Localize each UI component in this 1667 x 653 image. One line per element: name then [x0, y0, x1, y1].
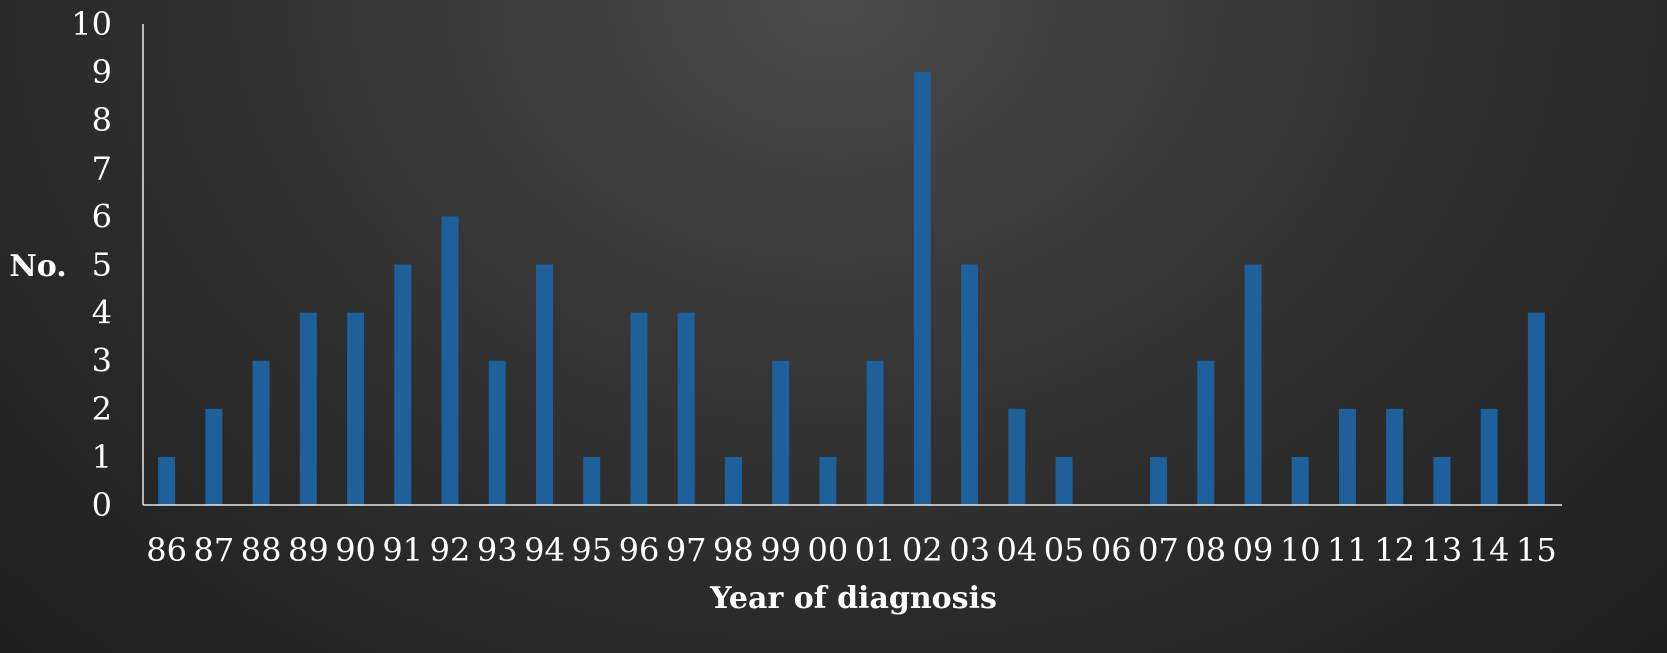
- x-tick-label: 12: [1374, 531, 1415, 569]
- bar-11: [1338, 408, 1356, 505]
- y-tick-label: 2: [92, 390, 112, 428]
- x-tick-label: 00: [808, 531, 849, 569]
- x-tick-label: 06: [1091, 531, 1132, 569]
- bar-10: [1291, 456, 1309, 505]
- x-tick-label: 88: [241, 531, 282, 569]
- x-tick-label: 94: [524, 531, 565, 569]
- x-tick-label: 09: [1233, 531, 1274, 569]
- x-tick-label: 97: [666, 531, 707, 569]
- x-tick-label: 96: [619, 531, 660, 569]
- bar-12: [1386, 408, 1404, 505]
- bar-99: [772, 360, 790, 505]
- bar-96: [630, 312, 648, 505]
- x-tick-label: 93: [477, 531, 518, 569]
- y-tick-label: 0: [92, 486, 112, 524]
- y-tick-label: 8: [92, 101, 112, 139]
- x-tick-label: 08: [1185, 531, 1226, 569]
- bar-87: [205, 408, 223, 505]
- x-tick-label: 89: [288, 531, 329, 569]
- bar-89: [299, 312, 317, 505]
- x-tick-label: 91: [382, 531, 423, 569]
- y-tick-label: 4: [92, 294, 112, 332]
- bar-03: [961, 264, 979, 505]
- bar-14: [1480, 408, 1498, 505]
- x-tick-label: 14: [1469, 531, 1510, 569]
- bar-00: [819, 456, 837, 505]
- bar-15: [1527, 312, 1545, 505]
- x-tick-label: 02: [902, 531, 943, 569]
- x-tick-label: 11: [1327, 531, 1368, 569]
- bar-97: [677, 312, 695, 505]
- bar-07: [1150, 456, 1168, 505]
- y-tick-label: 5: [92, 246, 112, 284]
- x-tick-label: 13: [1422, 531, 1463, 569]
- y-axis-title: No.: [9, 249, 66, 284]
- x-axis-title: Year of diagnosis: [709, 581, 997, 616]
- bar-94: [535, 264, 553, 505]
- bar-01: [866, 360, 884, 505]
- bar-13: [1433, 456, 1451, 505]
- x-tick-label: 86: [146, 531, 187, 569]
- bar-86: [158, 456, 176, 505]
- bar-88: [252, 360, 270, 505]
- y-tick-label: 9: [92, 53, 112, 91]
- bar-98: [724, 456, 742, 505]
- bars: [158, 72, 1545, 505]
- bar-09: [1244, 264, 1262, 505]
- y-tick-label: 7: [92, 149, 112, 187]
- bar-95: [583, 456, 601, 505]
- y-tick-label: 6: [92, 197, 112, 235]
- x-tick-label: 98: [713, 531, 754, 569]
- y-axis-ticks: 0 1 2 3 4 5 6 7 8 9 10: [71, 5, 112, 524]
- x-tick-label: 07: [1138, 531, 1179, 569]
- x-tick-label: 10: [1280, 531, 1321, 569]
- bar-05: [1055, 456, 1073, 505]
- x-tick-label: 92: [430, 531, 471, 569]
- x-tick-label: 99: [760, 531, 801, 569]
- x-tick-label: 05: [1044, 531, 1085, 569]
- bar-08: [1197, 360, 1215, 505]
- x-tick-label: 04: [996, 531, 1037, 569]
- x-axis-ticks: 86 87 88 89 90 91 92 93 94 95 96 97 98 99 00 01 02 03 04 05…: [146, 531, 1556, 569]
- y-tick-label: 10: [71, 5, 112, 43]
- y-tick-label: 3: [92, 342, 112, 380]
- x-tick-label: 01: [855, 531, 896, 569]
- x-tick-label: 15: [1516, 531, 1557, 569]
- x-tick-label: 90: [335, 531, 376, 569]
- x-tick-label: 95: [571, 531, 612, 569]
- x-tick-label: 03: [949, 531, 990, 569]
- y-tick-label: 1: [92, 438, 112, 476]
- bar-91: [394, 264, 412, 505]
- bar-92: [441, 216, 459, 505]
- bar-02: [913, 72, 931, 505]
- bar-93: [488, 360, 506, 505]
- x-tick-label: 87: [193, 531, 234, 569]
- bar-04: [1008, 408, 1026, 505]
- bar-90: [347, 312, 365, 505]
